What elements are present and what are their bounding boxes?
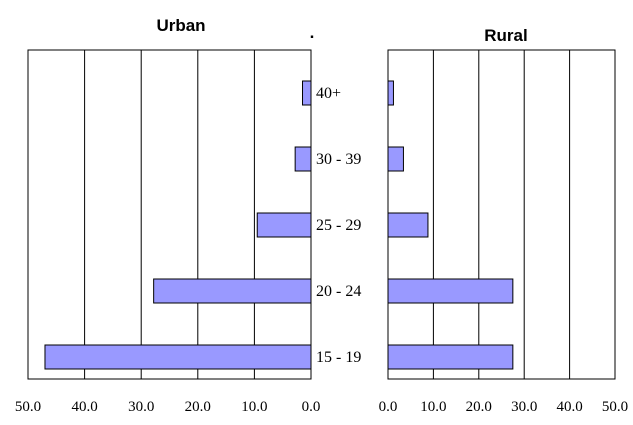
rural-title: Rural [484, 26, 527, 45]
rural-x-tick-label: 0.0 [379, 399, 398, 415]
urban-x-tick-label: 0.0 [302, 399, 321, 415]
rural-x-tick-label: 10.0 [420, 399, 446, 415]
age-group-label: 20 - 24 [316, 283, 361, 300]
urban-panel: Urban 0.0 10.0 20.0 30.0 40.0 50.0 40+ 30 - 39 2… [15, 16, 361, 415]
urban-bar [294, 146, 312, 172]
rural-bar [387, 278, 514, 304]
rural-x-tick-label: 30.0 [511, 399, 537, 415]
urban-x-tick-label: 40.0 [71, 399, 97, 415]
rural-bar [387, 146, 404, 172]
rural-bar [387, 344, 514, 370]
rural-bar [387, 80, 394, 106]
age-group-label: 40+ [316, 85, 341, 102]
rural-x-tick-label: 40.0 [556, 399, 582, 415]
rural-x-tick-label: 20.0 [466, 399, 492, 415]
urban-x-tick-label: 20.0 [185, 399, 211, 415]
rural-x-tick-label: 50.0 [602, 399, 628, 415]
age-group-label: 25 - 29 [316, 217, 361, 234]
rural-bar [387, 212, 429, 238]
urban-x-tick-label: 10.0 [241, 399, 267, 415]
urban-bar [44, 344, 312, 370]
urban-bar [256, 212, 312, 238]
urban-bar [153, 278, 312, 304]
urban-title: Urban [156, 16, 205, 35]
age-group-label: 30 - 39 [316, 151, 361, 168]
urban-x-tick-label: 50.0 [15, 399, 41, 415]
urban-bar [302, 80, 312, 106]
rural-panel: Rural 0.0 10.0 20.0 30.0 40.0 50.0 [379, 26, 629, 415]
urban-x-tick-label: 30.0 [128, 399, 154, 415]
stray-dot-mark: . [310, 23, 315, 42]
age-group-label: 15 - 19 [316, 349, 361, 366]
